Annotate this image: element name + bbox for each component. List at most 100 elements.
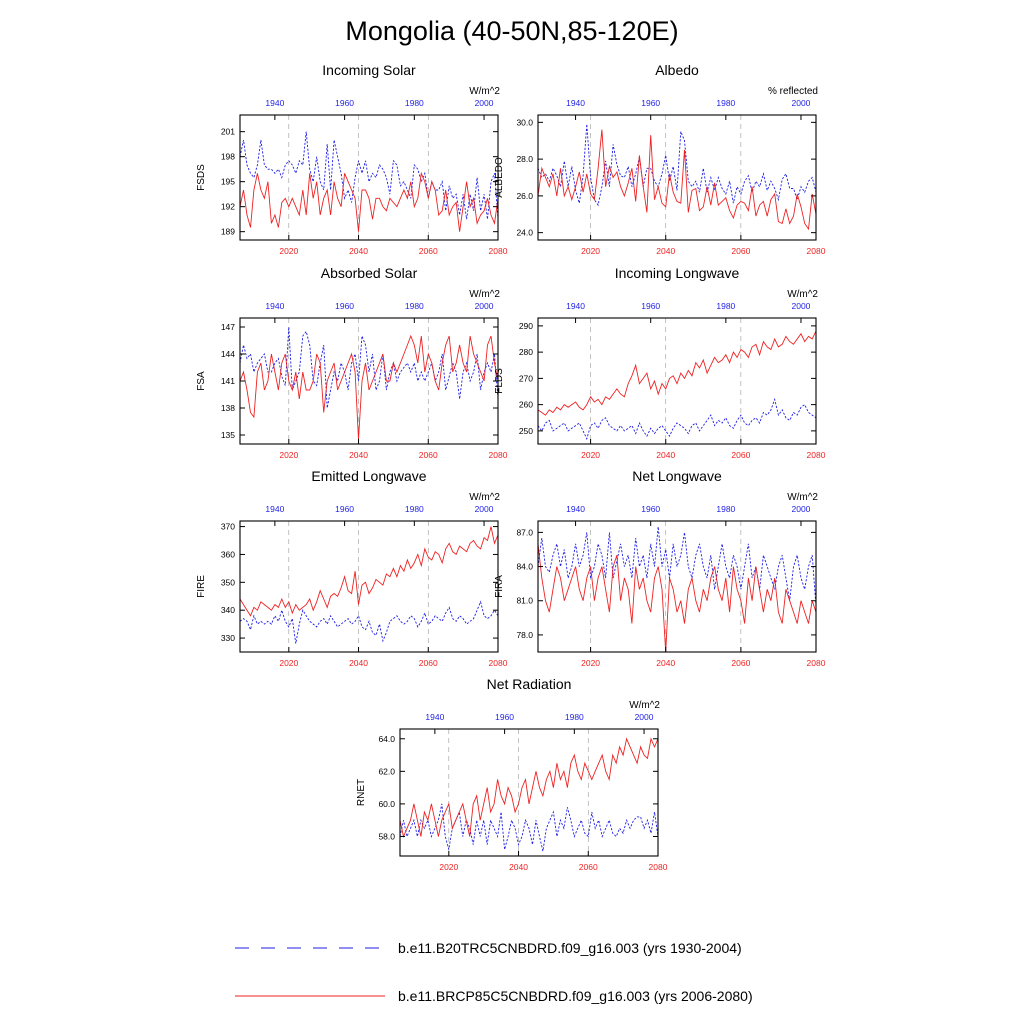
x-tick-label-top: 1980: [405, 504, 424, 514]
plot-frame: [537, 114, 817, 241]
x-tick-label-bottom: 2060: [419, 246, 438, 256]
y-tick-label: 60.0: [378, 799, 395, 809]
y-tick-label: 280: [519, 347, 533, 357]
y-tick-label: 141: [221, 376, 235, 386]
series-line-historical: [537, 526, 817, 607]
x-tick-label-bottom: 2040: [656, 658, 675, 668]
series-line-future: [537, 129, 817, 231]
series-line-future: [239, 334, 499, 440]
y-axis-label: FSDS: [196, 164, 207, 191]
panel-title: Albedo: [655, 62, 699, 78]
panel-fira: Net Longwave W/m^2 78.0 81.0 84.0 87.0 2020 204…: [494, 468, 826, 668]
unit-label: W/m^2: [787, 289, 818, 300]
plot-frame: [537, 317, 817, 445]
series-line-future: [239, 171, 499, 232]
x-tick-label-bottom: 2080: [489, 658, 508, 668]
x-tick-label-bottom: 2060: [731, 246, 750, 256]
y-tick-label: 87.0: [516, 527, 533, 537]
y-tick-label: 58.0: [378, 831, 395, 841]
x-tick-label-bottom: 2080: [807, 658, 826, 668]
x-tick-label-bottom: 2020: [279, 658, 298, 668]
x-tick-label-top: 1940: [265, 504, 284, 514]
y-tick-label: 330: [221, 633, 235, 643]
unit-label: W/m^2: [469, 289, 500, 300]
x-tick-label-bottom: 2040: [509, 862, 528, 872]
x-tick-label-bottom: 2080: [649, 862, 668, 872]
x-tick-label-top: 1980: [716, 98, 735, 108]
plot-frame: [537, 520, 817, 653]
y-tick-label: 81.0: [516, 596, 533, 606]
x-tick-label-bottom: 2020: [581, 246, 600, 256]
series-line-historical: [239, 131, 499, 220]
plot-frame: [239, 114, 499, 241]
plot-frame: [239, 317, 499, 445]
x-tick-label-top: 1980: [716, 504, 735, 514]
x-tick-label-top: 1940: [566, 504, 585, 514]
panel-fsds: Incoming Solar W/m^2 189 192 195 198 201 2020 20…: [196, 62, 508, 256]
panel-flds: Incoming Longwave W/m^2 250 260 270 280 290 202…: [494, 265, 826, 460]
y-tick-label: 195: [221, 177, 235, 187]
x-tick-label-bottom: 2040: [349, 450, 368, 460]
y-axis-label: RNET: [356, 779, 367, 806]
x-tick-label-top: 1980: [565, 712, 584, 722]
series-line-historical: [537, 124, 817, 207]
x-tick-label-top: 1940: [566, 98, 585, 108]
panel-rnet: Net Radiation W/m^2 58.0 60.0 62.0 64.0 2020 20…: [356, 676, 668, 872]
series-line-future: [399, 737, 659, 838]
y-tick-label: 138: [221, 403, 235, 413]
unit-label: % reflected: [768, 86, 818, 97]
unit-label: W/m^2: [787, 492, 818, 503]
series-line-historical: [537, 397, 817, 441]
x-tick-label-bottom: 2080: [807, 246, 826, 256]
y-tick-label: 350: [221, 577, 235, 587]
y-tick-label: 26.0: [516, 191, 533, 201]
unit-label: W/m^2: [469, 492, 500, 503]
y-tick-label: 84.0: [516, 562, 533, 572]
x-tick-label-top: 2000: [792, 98, 811, 108]
panel-title: Absorbed Solar: [321, 265, 418, 281]
y-tick-label: 340: [221, 605, 235, 615]
series-line-historical: [399, 803, 659, 852]
y-tick-label: 189: [221, 227, 235, 237]
series-line-future: [537, 330, 817, 416]
x-tick-label-top: 1960: [641, 504, 660, 514]
panels: Incoming Solar W/m^2 189 192 195 198 201 2020 20…: [196, 62, 826, 872]
x-tick-label-top: 1960: [335, 504, 354, 514]
x-tick-label-top: 2000: [792, 504, 811, 514]
series-line-future: [537, 543, 817, 653]
x-tick-label-top: 2000: [792, 301, 811, 311]
series-line-historical: [239, 600, 499, 644]
y-tick-label: 370: [221, 522, 235, 532]
y-tick-label: 30.0: [516, 117, 533, 127]
x-tick-label-top: 1980: [405, 301, 424, 311]
x-tick-label-bottom: 2040: [349, 246, 368, 256]
x-tick-label-top: 1940: [265, 301, 284, 311]
y-tick-label: 250: [519, 426, 533, 436]
plot-frame: [239, 520, 499, 653]
x-tick-label-top: 2000: [635, 712, 654, 722]
x-tick-label-top: 1940: [265, 98, 284, 108]
y-tick-label: 360: [221, 549, 235, 559]
panel-title: Incoming Longwave: [615, 265, 740, 281]
x-tick-label-bottom: 2040: [656, 450, 675, 460]
x-tick-label-top: 1980: [716, 301, 735, 311]
plot-frame: [399, 728, 659, 857]
x-tick-label-bottom: 2080: [489, 450, 508, 460]
x-tick-label-top: 2000: [475, 504, 494, 514]
panel-title: Incoming Solar: [322, 62, 416, 78]
y-axis-label: ALBEDO: [494, 157, 505, 198]
x-tick-label-top: 1940: [566, 301, 585, 311]
x-tick-label-top: 1980: [405, 98, 424, 108]
legend-label-future: b.e11.BRCP85C5CNBDRD.f09_g16.003 (yrs 20…: [398, 988, 753, 1004]
x-tick-label-top: 1960: [641, 301, 660, 311]
series-line-future: [239, 526, 499, 617]
y-tick-label: 198: [221, 152, 235, 162]
y-tick-label: 260: [519, 400, 533, 410]
y-axis-label: FIRE: [196, 575, 207, 598]
y-axis-label: FIRA: [494, 575, 505, 598]
x-tick-label-top: 1960: [495, 712, 514, 722]
x-tick-label-bottom: 2020: [581, 450, 600, 460]
y-tick-label: 62.0: [378, 766, 395, 776]
x-tick-label-top: 1960: [335, 301, 354, 311]
